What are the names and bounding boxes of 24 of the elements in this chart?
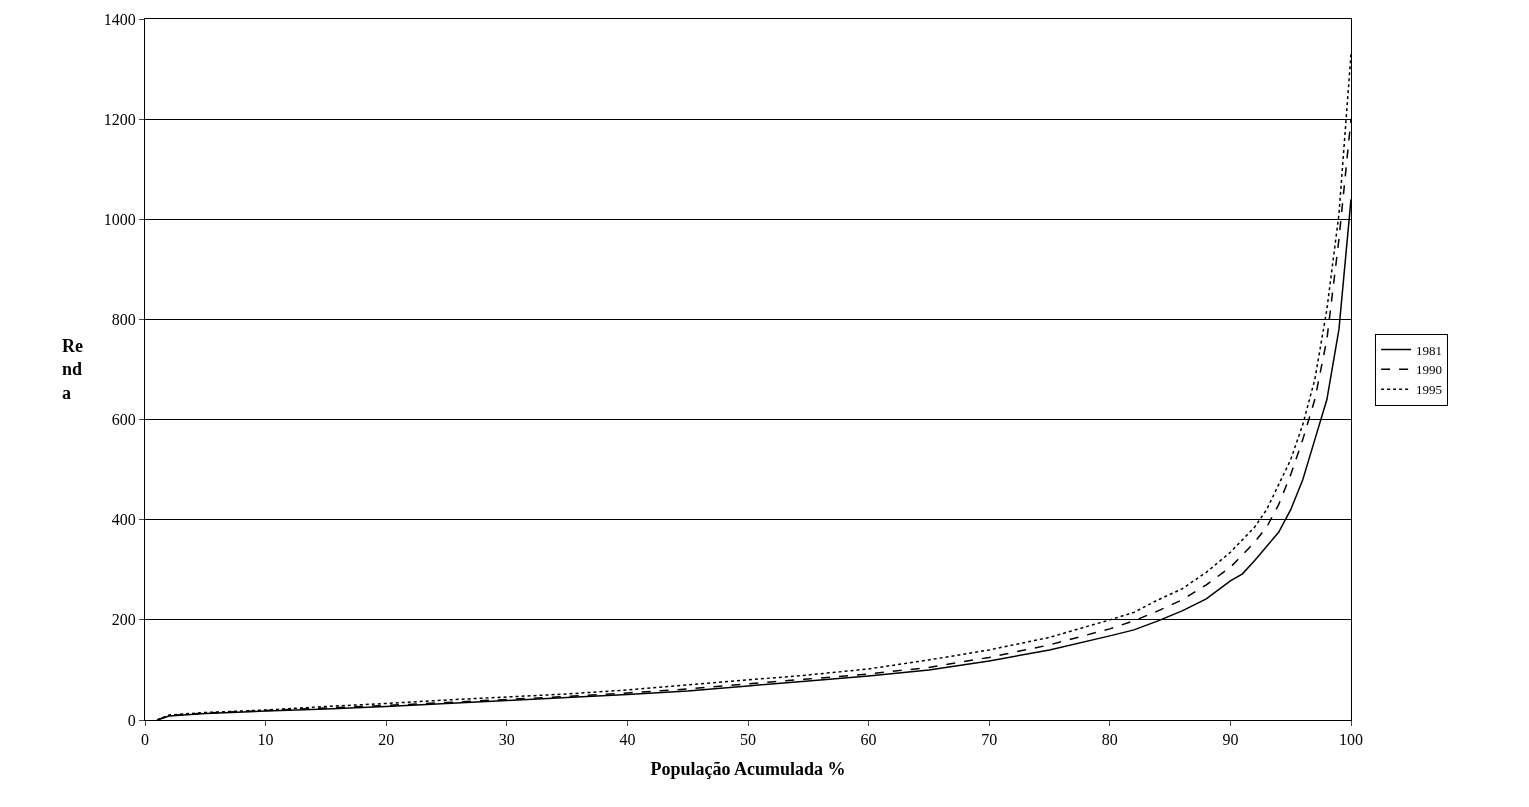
- x-tick-label: 30: [498, 731, 515, 749]
- x-tick-label: 60: [860, 731, 877, 749]
- y-axis-title: Re nd a: [62, 336, 83, 403]
- x-tick-label: 90: [1222, 731, 1239, 749]
- legend-label: 1981: [1416, 342, 1443, 358]
- x-tick-label: 10: [257, 731, 274, 749]
- x-tick-label: 40: [619, 731, 636, 749]
- x-axis-title: População Acumulada %: [650, 759, 846, 780]
- y-tick-label: 1400: [103, 10, 136, 28]
- y-tick-label: 0: [127, 711, 136, 729]
- y-tick-label: 1000: [103, 210, 136, 228]
- legend-label: 1995: [1416, 382, 1443, 398]
- x-tick-label: 50: [740, 731, 756, 749]
- y-tick-label: 200: [111, 611, 136, 629]
- legend-label: 1990: [1416, 362, 1443, 378]
- y-tick-label: 800: [111, 311, 136, 329]
- x-tick-label: 20: [378, 731, 395, 749]
- y-tick-label: 600: [111, 411, 136, 429]
- x-tick-label: 0: [141, 731, 149, 749]
- x-tick-label: 80: [1101, 731, 1118, 749]
- y-tick-label: 400: [111, 511, 136, 529]
- x-tick-label: 70: [981, 731, 998, 749]
- y-tick-label: 1200: [103, 110, 136, 128]
- x-tick-label: 100: [1339, 731, 1363, 749]
